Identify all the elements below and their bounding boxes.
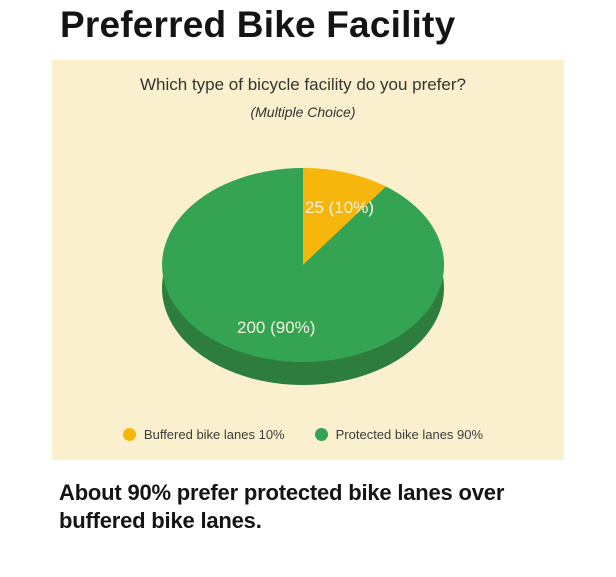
legend-item-protected: Protected bike lanes 90% [314,427,484,442]
caption-line-2: buffered bike lanes. [59,508,262,533]
legend-swatch-green-icon [314,428,328,441]
caption: About 90% prefer protected bike lanes ov… [59,479,504,535]
page-title: Preferred Bike Facility [60,4,456,45]
legend-label-protected: Protected bike lanes 90% [335,427,484,442]
chart-subtitle: (Multiple Choice) [250,104,356,120]
chart-legend: Buffered bike lanes 10% Protected bike l… [52,427,554,442]
pie-slice-buffered [303,167,386,265]
pie-chart: 25 (10%) 200 (90%) [162,167,445,385]
legend-label-buffered: Buffered bike lanes 10% [143,427,285,442]
legend-item-buffered: Buffered bike lanes 10% [122,427,285,442]
pie-slice-label-buffered: 25 (10%) [305,198,374,217]
pie-slice-protected [162,168,445,362]
caption-line-1: About 90% prefer protected bike lanes ov… [59,480,505,505]
chart-panel: 25 (10%) 200 (90%) Which type of bicycle… [52,60,564,460]
pie-slice-label-protected: 200 (90%) [237,318,315,337]
chart-title: Which type of bicycle facility do you pr… [140,75,466,94]
legend-swatch-yellow-icon [122,428,136,441]
